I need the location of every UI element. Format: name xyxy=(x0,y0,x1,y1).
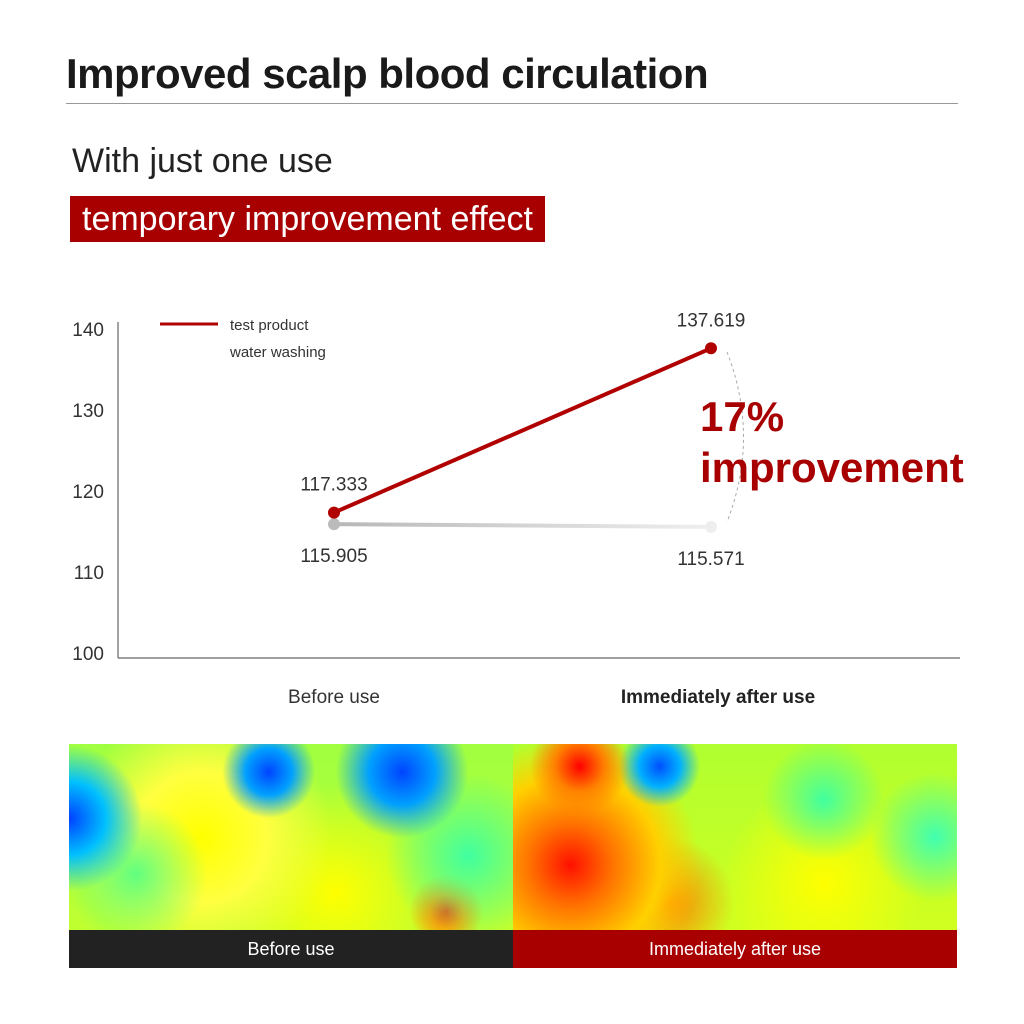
heatmap-label-after: Immediately after use xyxy=(513,930,957,968)
heatmap-label-before: Before use xyxy=(69,930,513,968)
series-line-water-washing xyxy=(333,522,712,529)
data-point xyxy=(705,520,717,533)
data-point xyxy=(328,506,340,519)
y-tick-label: 130 xyxy=(72,401,104,422)
legend-label-test-product: test product xyxy=(230,317,309,334)
page-title: Improved scalp blood circulation xyxy=(66,50,709,97)
line-chart: 100 110 120 130 140 test product water washi… xyxy=(72,310,964,708)
data-label: 137.619 xyxy=(677,310,746,331)
y-tick-label: 110 xyxy=(74,563,104,584)
highlight-banner: temporary improvement effect xyxy=(70,196,545,242)
improvement-text: improvement xyxy=(700,444,964,491)
heatmap-before xyxy=(69,744,513,930)
improvement-arc xyxy=(726,351,744,523)
title-divider xyxy=(66,103,958,104)
data-point xyxy=(328,518,340,531)
y-tick-label: 100 xyxy=(72,644,104,665)
y-tick-label: 140 xyxy=(72,320,104,341)
heatmap-after xyxy=(513,744,957,930)
data-label: 115.905 xyxy=(300,546,367,567)
series-line-test-product xyxy=(333,346,712,515)
data-point xyxy=(705,342,717,355)
x-label-after: Immediately after use xyxy=(621,687,815,708)
improvement-percent: 17% xyxy=(700,393,784,440)
y-tick-label: 120 xyxy=(72,482,104,503)
data-label: 115.571 xyxy=(677,549,744,570)
x-label-before: Before use xyxy=(288,687,380,708)
subtitle: With just one use xyxy=(72,142,333,180)
data-label: 117.333 xyxy=(300,475,367,496)
legend-label-water-washing: water washing xyxy=(229,344,326,361)
